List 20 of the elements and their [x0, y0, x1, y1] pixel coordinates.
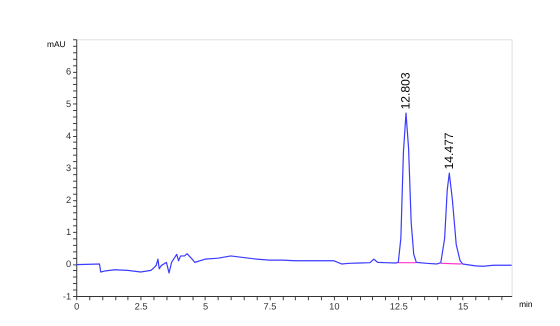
x-tick-label: 0 — [74, 302, 80, 312]
x-tick-label: 10 — [329, 302, 340, 312]
line-series — [76, 112, 512, 274]
x-tick-label: 15 — [458, 302, 468, 312]
x-tick-label: 2.5 — [134, 302, 148, 312]
x-axis-title: min — [519, 298, 533, 309]
y-tick-label: 3 — [66, 162, 72, 173]
x-tick-label: 12.5 — [390, 302, 408, 312]
x-tick-label: 7.5 — [263, 302, 276, 312]
annotation: 12.803 — [398, 72, 413, 110]
y-tick-label: 1 — [66, 227, 72, 238]
y-tick-label: 2 — [66, 195, 72, 206]
y-tick-label: 5 — [66, 98, 72, 109]
y-tick-label: -1 — [62, 291, 72, 302]
y-axis-title: mAU — [47, 39, 66, 50]
y-tick-label: 0 — [66, 259, 72, 270]
y-tick-label: 6 — [66, 66, 72, 77]
annotation: 14.477 — [442, 132, 456, 170]
x-tick-label: 5 — [202, 302, 208, 312]
y-tick-label: 4 — [66, 130, 72, 141]
